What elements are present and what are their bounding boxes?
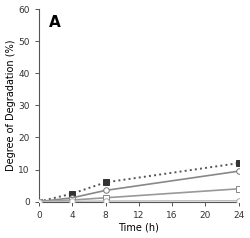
Text: A: A: [49, 15, 60, 30]
Y-axis label: Degree of Degradation (%): Degree of Degradation (%): [6, 40, 16, 171]
X-axis label: Time (h): Time (h): [118, 223, 159, 233]
